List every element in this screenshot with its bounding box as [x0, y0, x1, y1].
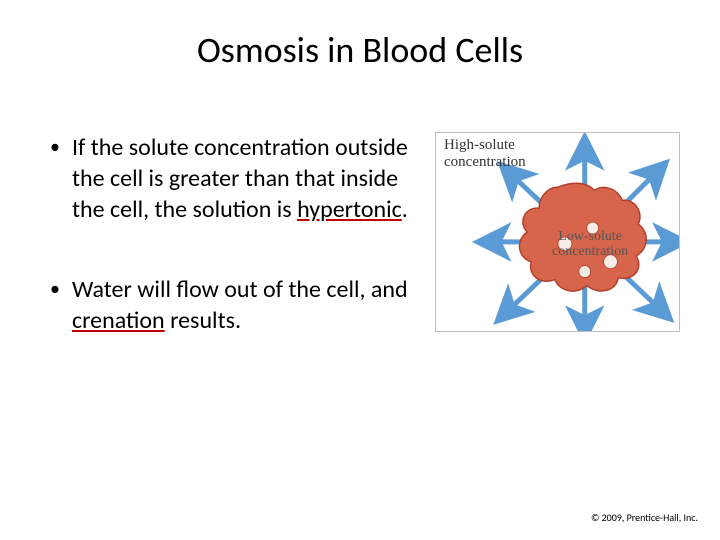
vacuole-spot — [579, 266, 591, 278]
bullet-item: • If the solute concentration outside th… — [50, 132, 415, 226]
bullet-marker: • — [50, 132, 60, 162]
label-high-solute: High-soluteconcentration — [444, 137, 526, 170]
copyright-text: © 2009, Prentice-Hall, Inc. — [591, 511, 698, 524]
bullet-pre: Water will flow out of the cell, and — [72, 275, 408, 304]
bullet-marker: • — [50, 274, 60, 304]
bullet-text: Water will flow out of the cell, and cre… — [72, 274, 415, 336]
slide: Osmosis in Blood Cells • If the solute c… — [0, 0, 720, 540]
osmosis-diagram: High-soluteconcentration Low-soluteconce… — [435, 132, 680, 332]
bullet-emph: crenation — [72, 306, 165, 335]
content-row: • If the solute concentration outside th… — [40, 132, 680, 384]
bullet-emph: hypertonic — [297, 195, 402, 224]
bullet-post: . — [402, 195, 408, 224]
slide-title: Osmosis in Blood Cells — [40, 28, 680, 72]
bullet-text: If the solute concentration outside the … — [72, 132, 415, 226]
bullet-list: • If the solute concentration outside th… — [40, 132, 415, 384]
label-low-solute: Low-soluteconcentration — [552, 229, 628, 260]
bullet-item: • Water will flow out of the cell, and c… — [50, 274, 415, 336]
bullet-post: results. — [165, 306, 241, 335]
